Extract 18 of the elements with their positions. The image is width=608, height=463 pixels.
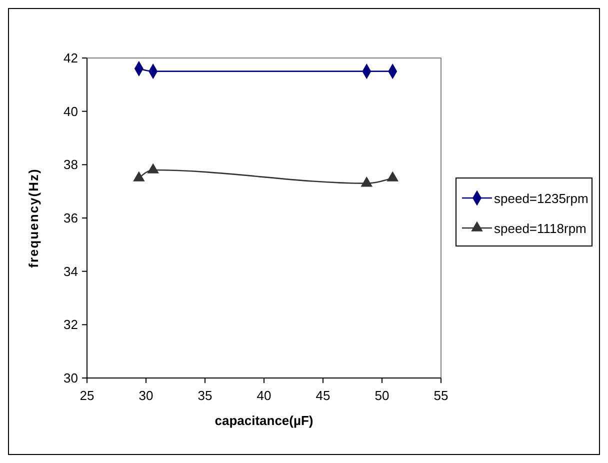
x-tick-label: 30 [138,388,154,403]
x-tick-label: 40 [256,388,272,403]
x-tick-label: 25 [80,388,94,403]
y-tick-label: 42 [64,50,78,66]
x-tick-label: 45 [316,388,330,403]
y-tick-label: 40 [64,104,78,119]
y-tick-label: 30 [64,370,78,386]
legend-label: speed=1235rpm [494,191,588,206]
legend-label: speed=1118rpm [494,221,586,236]
y-tick-label: 34 [64,264,78,279]
y-axis-title: frequency(Hz) [26,168,41,268]
x-tick-label: 35 [198,388,212,403]
x-tick-label: 50 [374,388,390,403]
x-axis-title: capacitance(µF) [214,413,314,428]
y-tick-label: 32 [64,317,78,332]
y-tick-label: 36 [64,210,78,226]
y-tick-label: 38 [64,157,78,172]
x-tick-label: 55 [434,388,448,403]
